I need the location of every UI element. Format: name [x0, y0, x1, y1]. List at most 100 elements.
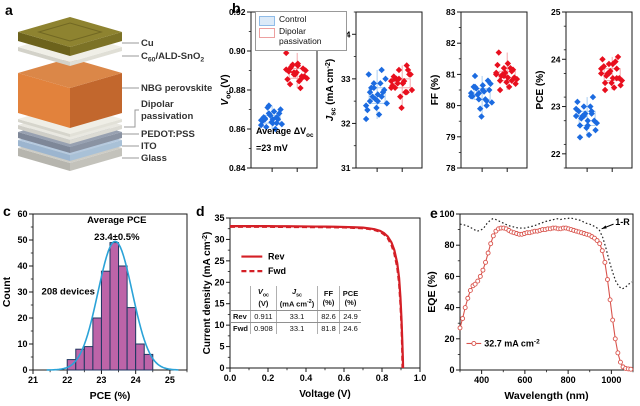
svg-text:ITO: ITO — [141, 141, 157, 152]
svg-text:Cu: Cu — [141, 38, 154, 49]
fwd-ff: 81.8 — [317, 322, 340, 334]
series-1-R — [459, 217, 633, 290]
svg-text:24: 24 — [551, 54, 561, 64]
row-label-rev: Rev — [230, 310, 251, 323]
svg-text:60: 60 — [17, 209, 27, 219]
arrowhead — [601, 225, 607, 229]
series-Fwd — [230, 225, 404, 369]
svg-text:0.88: 0.88 — [229, 85, 246, 95]
svg-text:0.4: 0.4 — [300, 373, 313, 383]
panel-a-device-stack: a Cu C60/ALD-SnO2 NBG perovskite Dipolar pas… — [0, 0, 230, 200]
svg-text:Current density (mA cm-2): Current density (mA cm-2) — [200, 232, 213, 355]
panel-label-d: d — [196, 203, 205, 219]
svg-text:0: 0 — [22, 365, 27, 375]
panel-label-c: c — [3, 203, 11, 219]
svg-text:Count: Count — [1, 276, 13, 307]
series-control — [467, 72, 496, 120]
row-label-fwd: Fwd — [233, 323, 248, 333]
svg-text:100: 100 — [439, 209, 454, 219]
series-passivation — [283, 49, 311, 92]
svg-text:82: 82 — [446, 38, 456, 48]
svg-text:25: 25 — [165, 375, 175, 385]
svg-text:31: 31 — [341, 163, 351, 173]
chart-jsc-scatter: 31323334Jsc (mA cm-2) — [323, 11, 423, 173]
svg-text:30: 30 — [17, 287, 27, 297]
series-control — [362, 66, 391, 123]
svg-text:40: 40 — [444, 303, 454, 313]
rev-pce: 24.9 — [338, 310, 362, 323]
svg-text:25: 25 — [551, 7, 561, 17]
delta-voc-line1: Average ΔVoc — [256, 126, 314, 139]
legend-control-vs-passivation: Control Dipolar passivation — [255, 11, 347, 51]
chart-pce-histogram: 0 10 20 30 40 50 60 21 22 23 24 25 Count PCE (%) Avera… — [1, 209, 188, 402]
svg-text:0: 0 — [219, 363, 224, 373]
table-row-rev: Rev 0.911 33.1 82.6 24.9 — [230, 310, 362, 323]
svg-text:10: 10 — [214, 320, 224, 330]
series-passivation — [388, 62, 416, 112]
svg-text:passivation: passivation — [141, 111, 193, 122]
gaussian-fit-curve — [46, 240, 179, 371]
chart-eqe-spectrum: 0 20 40 60 80 100 400 600 800 1000 EQE (%) Waveleng… — [426, 209, 634, 402]
svg-text:24: 24 — [131, 375, 141, 385]
rev-ff: 82.6 — [317, 310, 340, 323]
panel-label-a: a — [5, 2, 13, 18]
svg-text:1-R: 1-R — [615, 217, 630, 227]
fwd-voc: 0.908 — [250, 322, 277, 334]
svg-text:Jsc (mA cm-2): Jsc (mA cm-2) — [323, 59, 338, 121]
svg-text:Dipolar: Dipolar — [141, 99, 174, 110]
svg-text:33: 33 — [341, 74, 351, 84]
svg-text:C60/ALD-SnO2: C60/ALD-SnO2 — [141, 51, 204, 64]
svg-text:0.6: 0.6 — [338, 373, 351, 383]
passivation-swatch — [259, 28, 275, 38]
svg-text:80: 80 — [446, 101, 456, 111]
svg-text:81: 81 — [446, 69, 456, 79]
svg-text:Average PCE: Average PCE — [87, 215, 146, 226]
legend-label-passivation: Dipolar passivation — [279, 26, 322, 46]
fwd-jsc: 33.1 — [275, 322, 318, 334]
panel-c-histogram: c 0 10 20 30 40 50 60 21 22 23 24 25 Count PCE (%) Ave… — [0, 200, 205, 406]
svg-text:79: 79 — [446, 132, 456, 142]
svg-text:23: 23 — [96, 375, 106, 385]
col-jsc: Jsc (mA cm-2) — [275, 286, 318, 311]
svg-text:78: 78 — [446, 163, 456, 173]
legend-item-control: Control — [259, 14, 343, 26]
svg-text:22: 22 — [551, 149, 561, 159]
stack-layer — [18, 17, 122, 56]
svg-text:0.8: 0.8 — [376, 373, 389, 383]
legend-item-passivation: Dipolar passivation — [259, 26, 343, 47]
stack-layer — [18, 58, 122, 128]
col-pce: PCE (%) — [338, 286, 362, 311]
col-ff: FF (%) — [317, 286, 340, 311]
svg-text:800: 800 — [561, 375, 576, 385]
svg-text:Rev: Rev — [268, 252, 285, 262]
chart-ff-scatter: 78 79 80 81 82 83 FF (%) — [430, 7, 528, 173]
svg-text:40: 40 — [17, 261, 27, 271]
svg-text:5: 5 — [219, 342, 224, 352]
svg-text:23.4±0.5%: 23.4±0.5% — [94, 232, 140, 243]
svg-text:0.92: 0.92 — [229, 7, 246, 17]
svg-text:22: 22 — [62, 375, 72, 385]
svg-text:PCE (%): PCE (%) — [535, 71, 546, 110]
svg-text:25: 25 — [214, 256, 224, 266]
chart-pce-scatter: 22 23 24 25 PCE (%) — [535, 7, 633, 172]
jv-parameters-table: Voc (V) Jsc (mA cm-2) FF (%) PCE (%) Rev 0.9… — [230, 286, 362, 334]
svg-text:208 devices: 208 devices — [42, 287, 95, 298]
svg-text:400: 400 — [474, 375, 489, 385]
svg-text:EQE (%): EQE (%) — [426, 271, 438, 312]
delta-voc-annotation: Average ΔVoc =23 mV — [256, 124, 314, 155]
svg-text:0.86: 0.86 — [229, 124, 246, 134]
control-swatch — [259, 16, 275, 26]
svg-text:20: 20 — [17, 313, 27, 323]
svg-text:60: 60 — [444, 271, 454, 281]
device-stack-diagram: Cu C60/ALD-SnO2 NBG perovskite Dipolarpassi… — [18, 17, 212, 171]
delta-voc-line2: =23 mV — [256, 142, 288, 153]
svg-text:50: 50 — [17, 235, 27, 245]
svg-text:PEDOT:PSS: PEDOT:PSS — [141, 129, 195, 140]
svg-text:0: 0 — [449, 365, 454, 375]
table-corner — [230, 286, 251, 311]
svg-text:600: 600 — [517, 375, 532, 385]
svg-text:Glass: Glass — [141, 153, 167, 164]
svg-text:Wavelength (nm): Wavelength (nm) — [504, 390, 588, 402]
svg-text:30: 30 — [214, 234, 224, 244]
